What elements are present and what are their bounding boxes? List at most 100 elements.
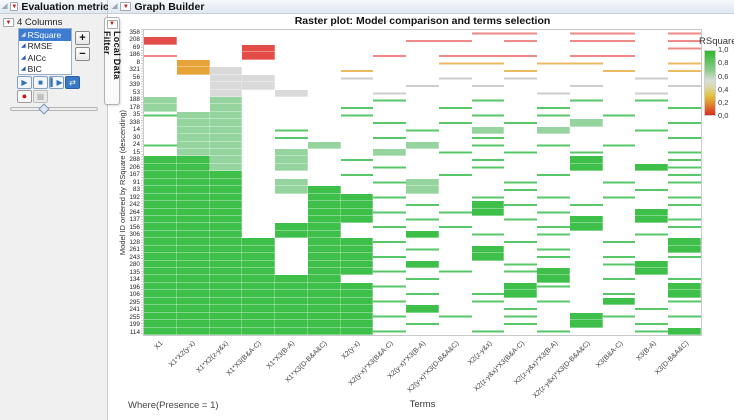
raster-cell[interactable] xyxy=(406,290,439,298)
raster-cell[interactable] xyxy=(635,193,669,202)
raster-cell[interactable] xyxy=(373,149,407,157)
raster-cell[interactable] xyxy=(406,230,439,239)
raster-cell[interactable] xyxy=(307,149,341,157)
raster-cell[interactable] xyxy=(373,89,407,97)
raster-cell[interactable] xyxy=(537,260,570,269)
raster-cell[interactable] xyxy=(373,163,407,172)
raster-cell[interactable] xyxy=(471,163,505,172)
raster-cell[interactable] xyxy=(176,230,210,239)
raster-cell[interactable] xyxy=(406,111,439,120)
raster-cell[interactable] xyxy=(340,96,374,105)
raster-cell[interactable] xyxy=(537,119,570,127)
raster-cell[interactable] xyxy=(275,52,308,60)
column-list-item[interactable]: ◢ AICc xyxy=(19,52,71,64)
raster-cell[interactable] xyxy=(373,67,407,75)
raster-cell[interactable] xyxy=(373,59,407,68)
raster-cell[interactable] xyxy=(307,141,341,150)
raster-cell[interactable] xyxy=(537,253,570,261)
raster-cell[interactable] xyxy=(373,30,407,38)
raster-cell[interactable] xyxy=(602,320,636,328)
raster-cell[interactable] xyxy=(438,312,472,321)
raster-cell[interactable] xyxy=(340,275,374,283)
raster-cell[interactable] xyxy=(602,215,636,224)
raster-cell[interactable] xyxy=(668,74,701,83)
raster-cell[interactable] xyxy=(275,67,308,75)
raster-cell[interactable] xyxy=(602,275,636,283)
raster-cell[interactable] xyxy=(176,201,210,209)
raster-cell[interactable] xyxy=(209,186,243,194)
raster-cell[interactable] xyxy=(209,201,243,209)
raster-cell[interactable] xyxy=(340,126,374,135)
raster-cell[interactable] xyxy=(635,312,669,321)
raster-cell[interactable] xyxy=(275,37,308,45)
raster-cell[interactable] xyxy=(537,245,570,254)
raster-cell[interactable] xyxy=(242,312,276,321)
raster-cell[interactable] xyxy=(471,268,505,276)
raster-cell[interactable] xyxy=(144,268,177,276)
raster-cell[interactable] xyxy=(242,178,276,187)
raster-cell[interactable] xyxy=(569,223,603,231)
raster-cell[interactable] xyxy=(209,89,243,97)
raster-cell[interactable] xyxy=(602,253,636,261)
raster-cell[interactable] xyxy=(504,52,538,60)
raster-cell[interactable] xyxy=(209,37,243,45)
raster-cell[interactable] xyxy=(242,149,276,157)
stop-button[interactable]: ■ xyxy=(33,76,48,89)
raster-cell[interactable] xyxy=(373,297,407,306)
raster-cell[interactable] xyxy=(144,67,177,75)
raster-cell[interactable] xyxy=(438,297,472,306)
raster-cell[interactable] xyxy=(471,201,505,209)
raster-cell[interactable] xyxy=(209,268,243,276)
raster-cell[interactable] xyxy=(242,59,276,68)
raster-cell[interactable] xyxy=(373,104,407,112)
raster-cell[interactable] xyxy=(438,104,472,112)
raster-cell[interactable] xyxy=(471,230,505,239)
raster-cell[interactable] xyxy=(668,193,701,202)
raster-cell[interactable] xyxy=(340,312,374,321)
raster-cell[interactable] xyxy=(569,186,603,194)
raster-cell[interactable] xyxy=(340,201,374,209)
raster-cell[interactable] xyxy=(635,52,669,60)
raster-cell[interactable] xyxy=(602,126,636,135)
raster-cell[interactable] xyxy=(176,320,210,328)
raster-cell[interactable] xyxy=(373,215,407,224)
raster-cell[interactable] xyxy=(635,156,669,164)
raster-cell[interactable] xyxy=(209,141,243,150)
raster-cell[interactable] xyxy=(438,245,472,254)
raster-cell[interactable] xyxy=(668,260,701,269)
raster-cell[interactable] xyxy=(307,282,341,291)
raster-cell[interactable] xyxy=(569,193,603,202)
raster-cell[interactable] xyxy=(438,119,472,127)
raster-cell[interactable] xyxy=(471,149,505,157)
raster-cell[interactable] xyxy=(406,320,439,328)
raster-cell[interactable] xyxy=(176,312,210,321)
raster-cell[interactable] xyxy=(340,44,374,53)
raster-cell[interactable] xyxy=(406,96,439,105)
raster-cell[interactable] xyxy=(471,52,505,60)
raster-cell[interactable] xyxy=(668,104,701,112)
raster-cell[interactable] xyxy=(406,305,439,313)
raster-cell[interactable] xyxy=(209,126,243,135)
raster-cell[interactable] xyxy=(471,37,505,45)
raster-cell[interactable] xyxy=(275,149,308,157)
raster-cell[interactable] xyxy=(307,111,341,120)
raster-cell[interactable] xyxy=(569,149,603,157)
raster-cell[interactable] xyxy=(373,156,407,164)
raster-cell[interactable] xyxy=(406,186,439,194)
raster-cell[interactable] xyxy=(340,290,374,298)
raster-cell[interactable] xyxy=(504,245,538,254)
raster-cell[interactable] xyxy=(176,290,210,298)
raster-cell[interactable] xyxy=(307,193,341,202)
raster-cell[interactable] xyxy=(635,171,669,179)
raster-cell[interactable] xyxy=(471,44,505,53)
raster-cell[interactable] xyxy=(668,275,701,283)
raster-cell[interactable] xyxy=(209,253,243,261)
raster-cell[interactable] xyxy=(340,186,374,194)
raster-cell[interactable] xyxy=(275,30,308,38)
raster-cell[interactable] xyxy=(275,134,308,142)
column-list-item[interactable]: ◢ BIC xyxy=(19,64,71,74)
raster-cell[interactable] xyxy=(438,67,472,75)
raster-cell[interactable] xyxy=(406,30,439,38)
raster-cell[interactable] xyxy=(504,327,538,335)
raster-cell[interactable] xyxy=(602,312,636,321)
